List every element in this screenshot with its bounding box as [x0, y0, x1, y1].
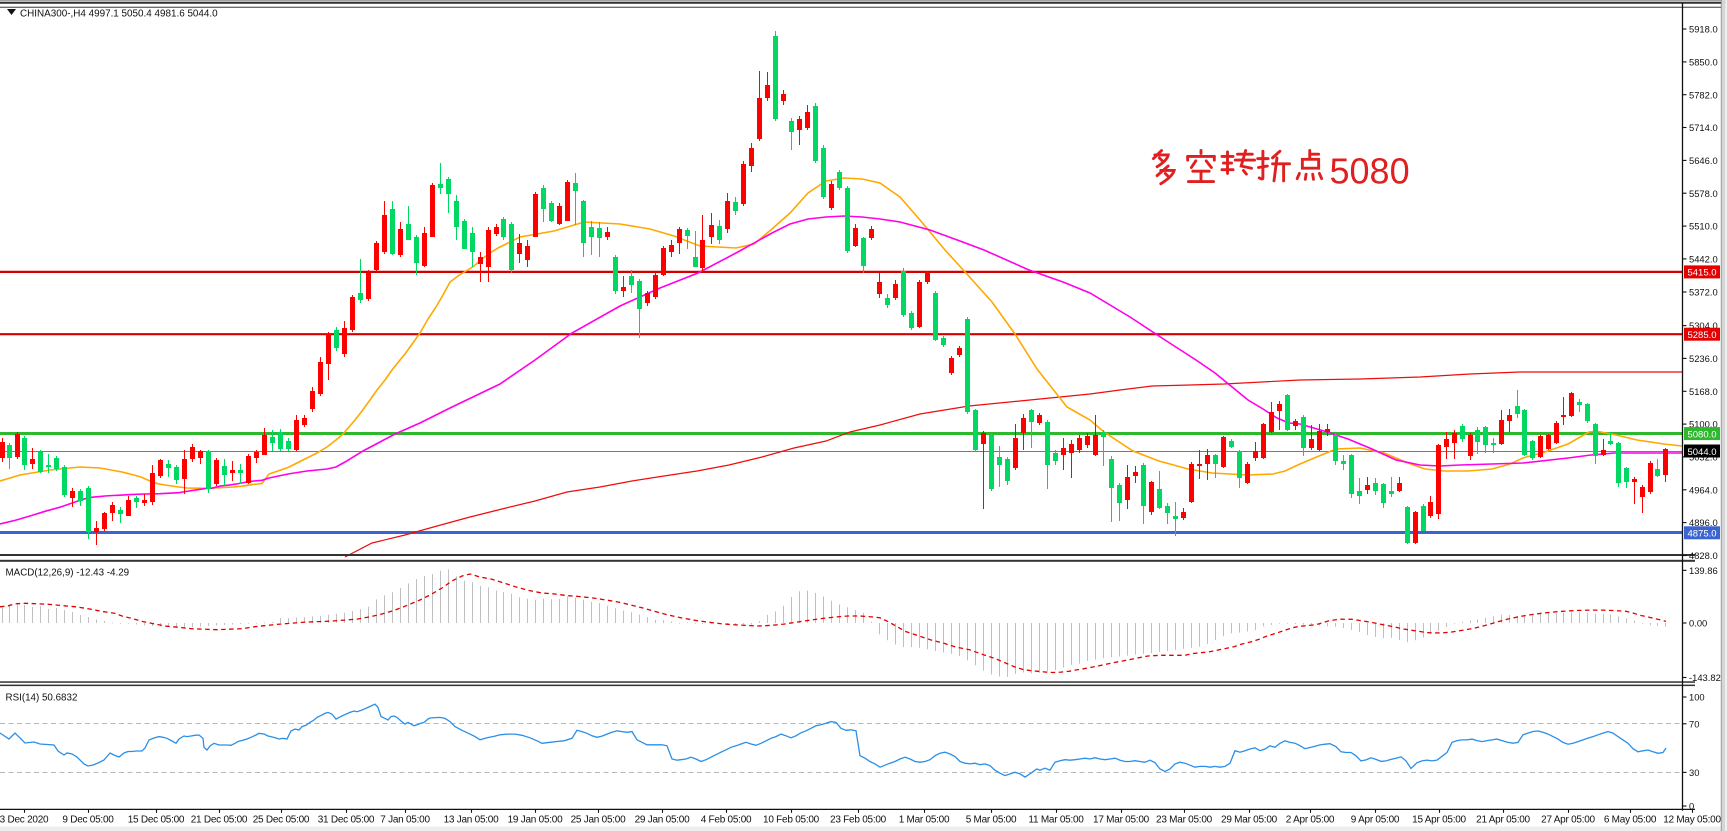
svg-text:5080.0: 5080.0 — [1687, 429, 1716, 440]
svg-text:100: 100 — [1689, 692, 1705, 703]
svg-text:RSI(14) 50.6832: RSI(14) 50.6832 — [6, 693, 78, 704]
svg-text:1 Mar 05:00: 1 Mar 05:00 — [899, 814, 950, 825]
svg-text:30: 30 — [1689, 767, 1699, 778]
svg-text:25 Jan 05:00: 25 Jan 05:00 — [571, 814, 627, 825]
svg-text:9 Dec 05:00: 9 Dec 05:00 — [62, 814, 114, 825]
svg-text:11 Mar 05:00: 11 Mar 05:00 — [1028, 814, 1084, 825]
svg-text:5044.0: 5044.0 — [1687, 447, 1716, 458]
svg-text:21 Dec 05:00: 21 Dec 05:00 — [191, 814, 248, 825]
svg-text:13 Jan 05:00: 13 Jan 05:00 — [444, 814, 500, 825]
svg-text:23 Feb 05:00: 23 Feb 05:00 — [830, 814, 887, 825]
svg-text:5285.0: 5285.0 — [1687, 330, 1716, 341]
svg-text:4 Feb 05:00: 4 Feb 05:00 — [701, 814, 752, 825]
svg-text:5782.0: 5782.0 — [1689, 89, 1718, 100]
svg-text:5372.0: 5372.0 — [1689, 287, 1718, 298]
svg-text:7 Jan 05:00: 7 Jan 05:00 — [380, 814, 430, 825]
svg-text:5100.0: 5100.0 — [1689, 419, 1718, 430]
svg-text:23 Mar 05:00: 23 Mar 05:00 — [1156, 814, 1213, 825]
svg-text:15 Apr 05:00: 15 Apr 05:00 — [1412, 814, 1466, 825]
svg-text:29 Jan 05:00: 29 Jan 05:00 — [635, 814, 691, 825]
svg-text:4964.0: 4964.0 — [1689, 484, 1718, 495]
svg-text:4896.0: 4896.0 — [1689, 517, 1718, 528]
svg-text:9 Apr 05:00: 9 Apr 05:00 — [1351, 814, 1400, 825]
svg-text:5168.0: 5168.0 — [1689, 386, 1718, 397]
svg-text:10 Feb 05:00: 10 Feb 05:00 — [763, 814, 820, 825]
svg-text:4828.0: 4828.0 — [1689, 550, 1718, 561]
svg-text:0.00: 0.00 — [1689, 618, 1707, 629]
svg-text:CHINA300-,H4 4997.1 5050.4 49: CHINA300-,H4 4997.1 5050.4 4981.6 5044.0 — [20, 9, 218, 20]
svg-text:-143.82: -143.82 — [1689, 672, 1721, 683]
svg-text:5 Mar 05:00: 5 Mar 05:00 — [966, 814, 1017, 825]
svg-text:25 Dec 05:00: 25 Dec 05:00 — [253, 814, 310, 825]
svg-text:15 Dec 05:00: 15 Dec 05:00 — [128, 814, 185, 825]
svg-text:5442.0: 5442.0 — [1689, 254, 1718, 265]
svg-text:MACD(12,26,9) -12.43 -4.29: MACD(12,26,9) -12.43 -4.29 — [6, 568, 130, 579]
svg-text:29 Mar 05:00: 29 Mar 05:00 — [1221, 814, 1278, 825]
svg-text:31 Dec 05:00: 31 Dec 05:00 — [318, 814, 375, 825]
svg-text:5714.0: 5714.0 — [1689, 122, 1718, 133]
svg-text:17 Mar 05:00: 17 Mar 05:00 — [1093, 814, 1150, 825]
svg-text:12 May 05:00: 12 May 05:00 — [1663, 814, 1721, 825]
svg-text:5850.0: 5850.0 — [1689, 57, 1718, 68]
svg-text:4875.0: 4875.0 — [1687, 529, 1716, 540]
svg-text:139.86: 139.86 — [1689, 565, 1718, 576]
svg-text:70: 70 — [1689, 718, 1699, 729]
svg-text:5236.0: 5236.0 — [1689, 353, 1718, 364]
svg-text:0: 0 — [1689, 801, 1694, 812]
svg-text:5415.0: 5415.0 — [1687, 268, 1716, 279]
svg-text:19 Jan 05:00: 19 Jan 05:00 — [508, 814, 564, 825]
svg-text:2 Apr 05:00: 2 Apr 05:00 — [1286, 814, 1335, 825]
svg-text:6 May 05:00: 6 May 05:00 — [1604, 814, 1657, 825]
svg-text:5304.0: 5304.0 — [1689, 320, 1718, 331]
svg-text:5510.0: 5510.0 — [1689, 221, 1718, 232]
svg-text:3 Dec 2020: 3 Dec 2020 — [0, 814, 49, 825]
svg-text:27 Apr 05:00: 27 Apr 05:00 — [1541, 814, 1595, 825]
svg-text:5646.0: 5646.0 — [1689, 155, 1718, 166]
svg-text:5080: 5080 — [1330, 151, 1410, 192]
svg-text:5918.0: 5918.0 — [1689, 24, 1718, 35]
svg-text:5578.0: 5578.0 — [1689, 188, 1718, 199]
svg-text:21 Apr 05:00: 21 Apr 05:00 — [1476, 814, 1530, 825]
